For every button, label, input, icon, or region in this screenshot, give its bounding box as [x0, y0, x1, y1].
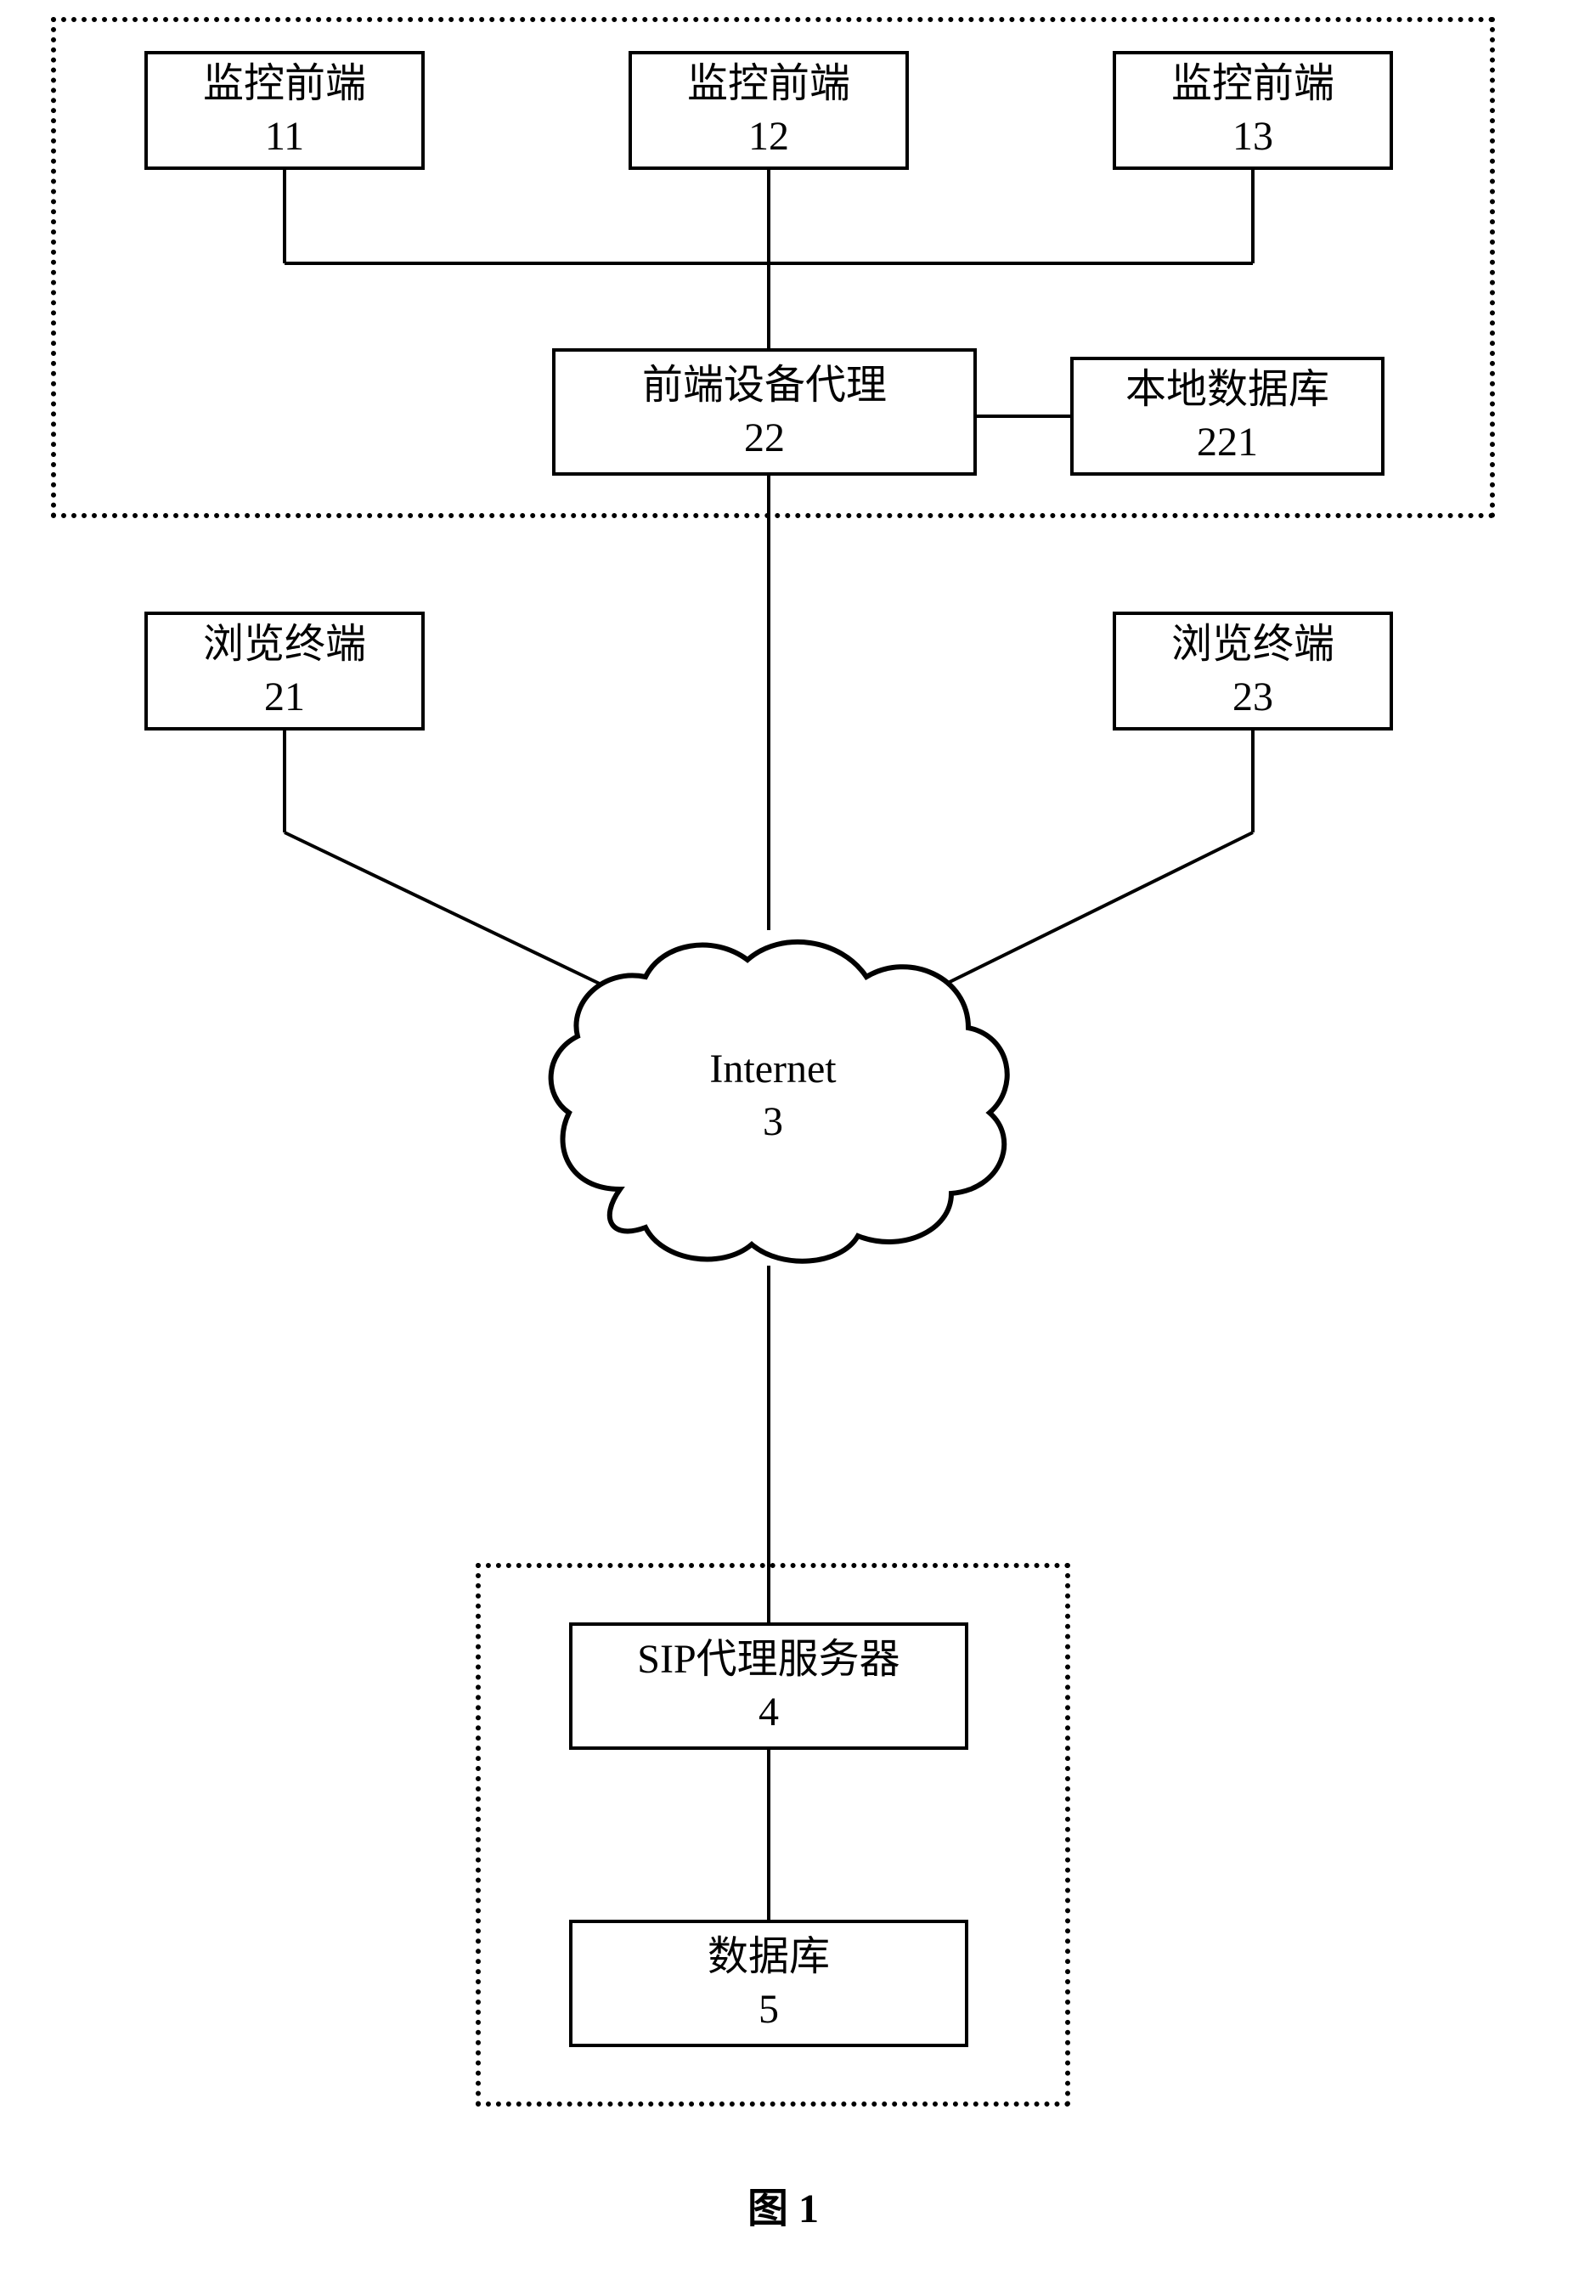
cloud-number: 3 [763, 1096, 783, 1148]
monitor-frontend-2: 监控前端 12 [629, 51, 909, 170]
node-number: 221 [1197, 416, 1258, 469]
node-number: 13 [1232, 110, 1273, 163]
caption-text: 图 1 [747, 2186, 819, 2231]
sip-proxy-server: SIP代理服务器 4 [569, 1622, 968, 1750]
node-number: 4 [759, 1686, 779, 1739]
node-label: 监控前端 [687, 58, 850, 110]
node-number: 22 [744, 412, 785, 465]
node-number: 23 [1232, 671, 1273, 724]
front-device-agent: 前端设备代理 22 [552, 348, 977, 476]
node-label: 监控前端 [1171, 58, 1334, 110]
figure-caption: 图 1 [747, 2175, 819, 2234]
monitor-frontend-3: 监控前端 13 [1113, 51, 1393, 170]
database-node: 数据库 5 [569, 1920, 968, 2047]
node-number: 11 [265, 110, 304, 163]
monitor-frontend-1: 监控前端 11 [144, 51, 425, 170]
browse-terminal-1: 浏览终端 21 [144, 612, 425, 731]
node-number: 21 [264, 671, 305, 724]
browse-terminal-2: 浏览终端 23 [1113, 612, 1393, 731]
node-label: 监控前端 [203, 58, 366, 110]
node-label: 数据库 [708, 1931, 830, 1983]
node-label: 浏览终端 [1171, 618, 1334, 671]
internet-cloud: Internet 3 [518, 917, 1028, 1274]
local-database: 本地数据库 221 [1070, 357, 1385, 476]
node-label: SIP代理服务器 [637, 1633, 900, 1686]
node-label: 前端设备代理 [642, 359, 887, 412]
node-number: 12 [748, 110, 789, 163]
node-number: 5 [759, 1983, 779, 2036]
node-label: 浏览终端 [203, 618, 366, 671]
node-label: 本地数据库 [1125, 364, 1329, 416]
cloud-label: Internet [709, 1043, 836, 1096]
network-diagram: 监控前端 11 监控前端 12 监控前端 13 前端设备代理 22 本地数据库 … [0, 0, 1596, 2296]
